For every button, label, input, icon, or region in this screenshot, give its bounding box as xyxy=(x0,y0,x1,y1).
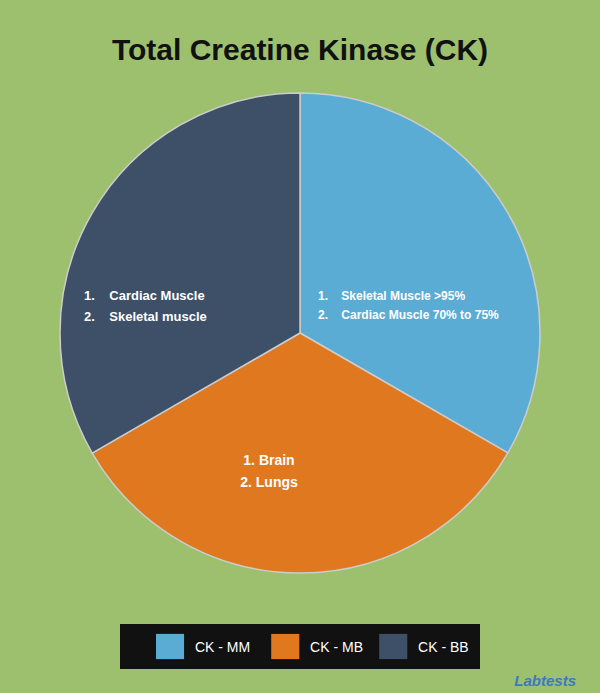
title: Total Creatine Kinase (CK) xyxy=(112,33,488,66)
background xyxy=(0,0,600,693)
pie xyxy=(60,93,540,573)
legend-swatch xyxy=(156,634,184,659)
chart: Total Creatine Kinase (CK) 1. Skeletal Mu… xyxy=(0,0,600,693)
legend: CK - MM CK - MB CK - BB xyxy=(120,624,480,669)
slice-annotation: 2. Cardiac Muscle 70% to 75% xyxy=(318,308,499,322)
slice-annotation: 1. Brain xyxy=(243,452,294,468)
slice-annotation: 1. Cardiac Muscle xyxy=(84,288,205,303)
slice-annotation: 2. Skeletal muscle xyxy=(84,309,207,324)
slice-annotation: 2. Lungs xyxy=(240,474,298,490)
pie-slice xyxy=(60,93,300,453)
legend-label: CK - MM xyxy=(195,639,250,655)
legend-label: CK - MB xyxy=(310,639,363,655)
legend-swatch xyxy=(271,634,299,659)
logo-text: Labtests xyxy=(514,672,576,689)
slice-annotation: 1. Skeletal Muscle >95% xyxy=(318,289,465,303)
legend-swatch xyxy=(379,634,407,659)
legend-box xyxy=(120,624,480,669)
legend-label: CK - BB xyxy=(418,639,469,655)
